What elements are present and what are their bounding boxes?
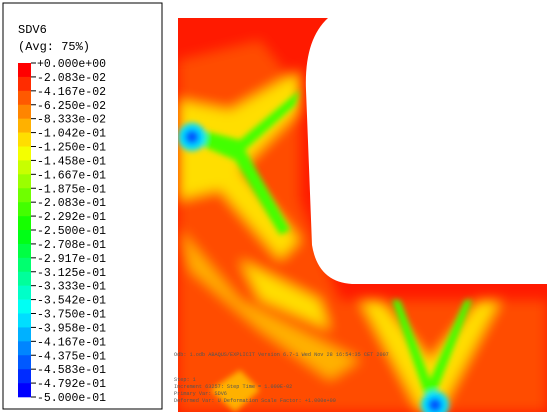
legend-swatch <box>18 355 31 370</box>
footer-line: Increment 63257: Step Time = 1.000E-02 <box>174 384 292 390</box>
legend-label: -3.958e-01 <box>37 322 106 335</box>
legend-label: -2.708e-01 <box>37 239 106 252</box>
legend-label: -2.083e-02 <box>37 72 106 85</box>
legend-label: -3.750e-01 <box>37 309 106 322</box>
legend-swatch <box>18 383 31 398</box>
legend-swatch <box>18 188 31 203</box>
legend-swatch <box>18 104 31 119</box>
legend-label: -6.250e-02 <box>37 100 106 113</box>
footer-line: Deformed Var: U Deformation Scale Factor… <box>174 398 336 404</box>
legend-swatch <box>18 313 31 328</box>
legend-swatch <box>18 369 31 384</box>
legend-label: -1.458e-01 <box>37 155 106 168</box>
legend-swatch <box>18 118 31 133</box>
legend-swatch <box>18 327 31 342</box>
legend-label: -4.792e-01 <box>37 378 106 391</box>
legend-swatch <box>18 174 31 189</box>
legend-swatch <box>18 243 31 259</box>
legend-subtitle: (Avg: 75%) <box>18 40 90 54</box>
legend-label: -1.875e-01 <box>37 183 106 196</box>
legend-swatch <box>18 160 31 175</box>
legend-swatch <box>18 90 31 106</box>
legend-swatch <box>18 146 31 161</box>
legend-label: -2.500e-01 <box>37 225 106 238</box>
legend-swatch <box>18 341 31 356</box>
legend-label: -4.583e-01 <box>37 364 106 377</box>
contour-plot <box>178 18 547 412</box>
legend-swatch <box>18 285 31 300</box>
legend-label: -4.375e-01 <box>37 350 106 363</box>
legend-swatch <box>18 271 31 286</box>
legend-label: -4.167e-02 <box>37 86 106 99</box>
legend-swatch <box>18 230 31 245</box>
legend-label: -8.333e-02 <box>37 114 106 127</box>
legend-label: -2.292e-01 <box>37 211 106 224</box>
legend-label: -2.917e-01 <box>37 253 106 266</box>
legend-swatch <box>18 63 31 78</box>
footer-line: Step: 1 <box>174 377 196 383</box>
legend-swatch <box>18 216 31 231</box>
legend-swatch <box>18 76 31 92</box>
legend-swatch <box>18 132 31 147</box>
legend-title: SDV6 <box>18 23 47 37</box>
legend-label: -3.125e-01 <box>37 267 106 280</box>
legend-label: -1.250e-01 <box>37 142 106 155</box>
legend-swatch <box>18 257 31 273</box>
legend-label: -1.667e-01 <box>37 169 106 182</box>
legend-label: -2.083e-01 <box>37 197 106 210</box>
legend-label: -3.333e-01 <box>37 281 106 294</box>
legend-swatch <box>18 202 31 217</box>
legend-label: -1.042e-01 <box>37 128 106 141</box>
legend-label: +0.000e+00 <box>37 58 106 71</box>
footer-line: Odb: 1.odb ABAQUS/EXPLICIT Version 6.7-1… <box>174 352 389 358</box>
footer-line: Primary Var: SDV6 <box>174 391 227 397</box>
legend-label: -5.000e-01 <box>37 392 106 405</box>
legend-label: -4.167e-01 <box>37 336 106 349</box>
legend-label: -3.542e-01 <box>37 295 106 308</box>
legend-swatch <box>18 299 31 314</box>
